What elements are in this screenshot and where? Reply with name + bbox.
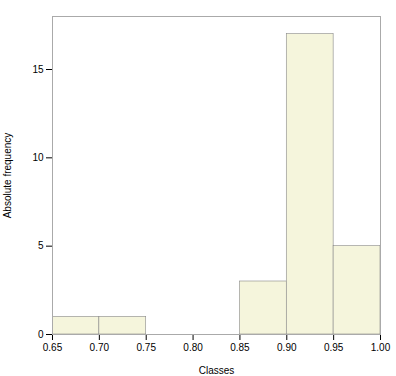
svg-text:1.00: 1.00 — [371, 342, 391, 353]
svg-text:0.70: 0.70 — [90, 342, 110, 353]
svg-text:15: 15 — [32, 64, 44, 75]
svg-text:0.80: 0.80 — [183, 342, 203, 353]
svg-text:Classes: Classes — [199, 365, 235, 376]
svg-text:10: 10 — [32, 152, 44, 163]
svg-text:0.65: 0.65 — [43, 342, 63, 353]
svg-text:0.90: 0.90 — [277, 342, 297, 353]
svg-text:0: 0 — [38, 329, 44, 340]
svg-text:0.95: 0.95 — [324, 342, 344, 353]
svg-text:0.85: 0.85 — [230, 342, 250, 353]
svg-text:5: 5 — [38, 240, 44, 251]
svg-text:Absolute frequency: Absolute frequency — [2, 133, 13, 219]
svg-text:0.75: 0.75 — [136, 342, 156, 353]
